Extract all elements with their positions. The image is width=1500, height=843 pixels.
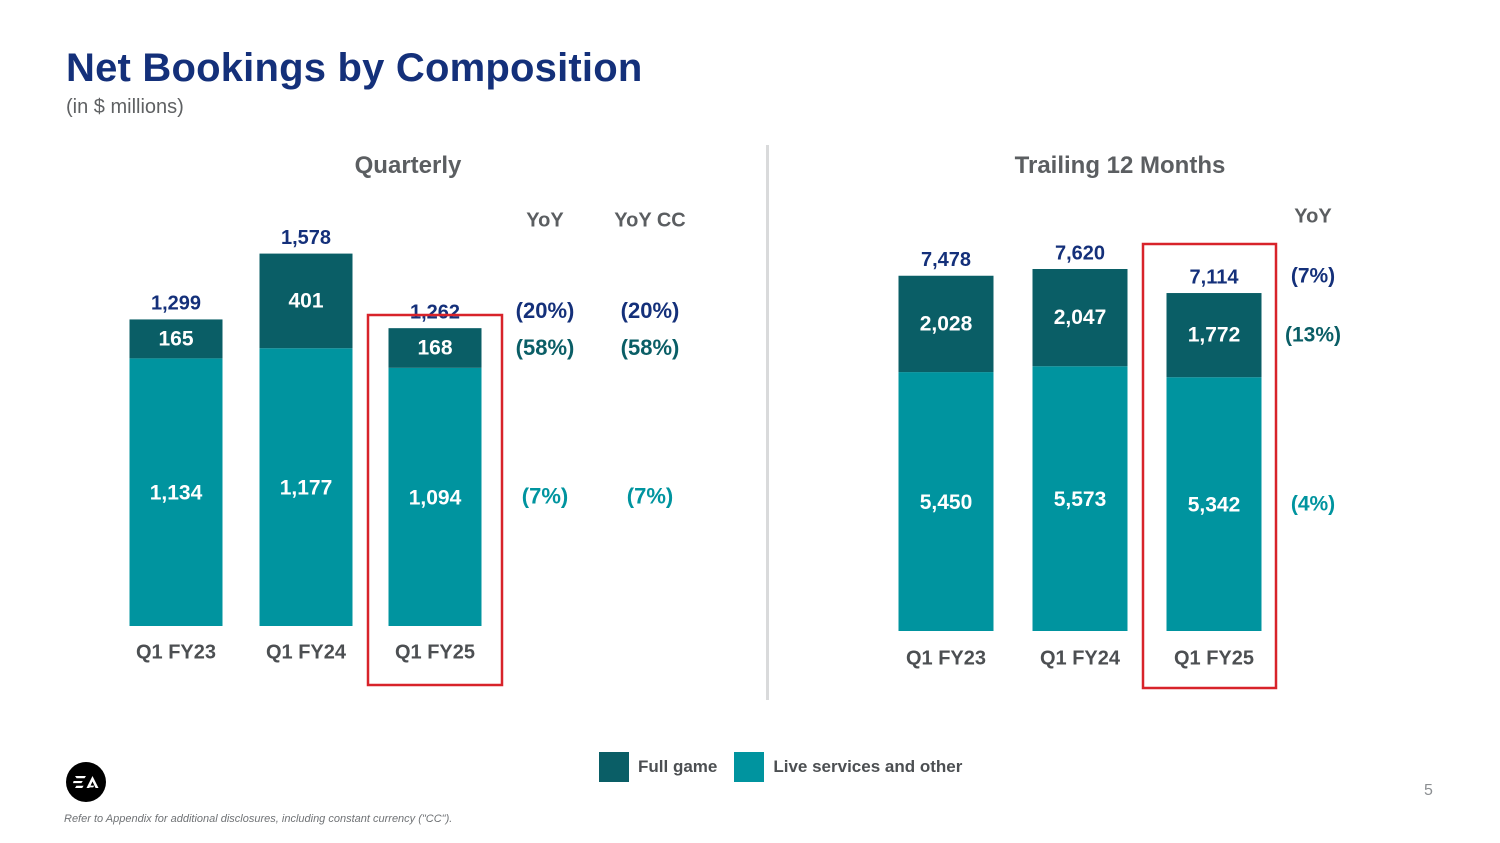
ttm-bar-full-game-q1-fy24 xyxy=(1032,269,1128,367)
legend-label-full-game: Full game xyxy=(638,757,718,776)
ttm-bar-live-q1-fy24 xyxy=(1032,366,1128,631)
ttm-total-q1-fy24: 7,620 xyxy=(1055,242,1105,264)
quarterly-yoy-live: (7%) xyxy=(522,484,568,509)
ttm-category-q1-fy23: Q1 FY23 xyxy=(906,647,986,669)
ttm-panel-title: Trailing 12 Months xyxy=(1014,152,1226,179)
ttm-header-yoy: YoY xyxy=(1294,205,1332,227)
quarterly-total-q1-fy24: 1,578 xyxy=(281,227,331,249)
ttm-label-live-q1-fy25: 5,342 xyxy=(1188,494,1241,517)
quarterly-panel-title: Quarterly xyxy=(354,152,462,179)
quarterly-label-live-q1-fy25: 1,094 xyxy=(409,486,462,509)
quarterly-highlight-box xyxy=(366,313,504,687)
quarterly-label-full-game-q1-fy25: 168 xyxy=(417,337,452,360)
ttm-label-live-q1-fy23: 5,450 xyxy=(920,491,973,514)
ttm-bar-live-q1-fy25 xyxy=(1166,377,1262,631)
quarterly-header-yoy: YoY xyxy=(526,209,564,231)
ttm-bar-live-q1-fy23 xyxy=(898,372,994,631)
ttm-total-q1-fy23: 7,478 xyxy=(921,249,971,271)
quarterly-bar-live-q1-fy25 xyxy=(388,367,482,626)
quarterly-bar-full-game-q1-fy23 xyxy=(129,319,223,359)
quarterly-yoy-cc-full-game: (58%) xyxy=(621,335,680,360)
quarterly-yoy-total: (20%) xyxy=(516,298,575,323)
quarterly-total-q1-fy23: 1,299 xyxy=(151,293,201,315)
legend-item-live-services: Live services and other xyxy=(734,752,962,782)
ttm-category-q1-fy25: Q1 FY25 xyxy=(1174,647,1254,669)
legend-item-full-game: Full game xyxy=(599,752,717,782)
quarterly-header-yoy-cc: YoY CC xyxy=(614,209,686,231)
ttm-yoy-full-game: (13%) xyxy=(1285,324,1341,347)
ttm-bar-full-game-q1-fy23 xyxy=(898,275,994,373)
quarterly-label-live-q1-fy24: 1,177 xyxy=(280,477,333,500)
quarterly-yoy-full-game: (58%) xyxy=(516,335,575,360)
legend: Full game Live services and other xyxy=(599,752,979,782)
ea-logo-mark xyxy=(73,776,99,788)
legend-swatch-live-services xyxy=(734,752,765,782)
page-number: 5 xyxy=(1424,782,1433,799)
quarterly-total-q1-fy25: 1,262 xyxy=(410,301,460,323)
quarterly-label-live-q1-fy23: 1,134 xyxy=(150,482,203,505)
quarterly-bar-live-q1-fy24 xyxy=(259,348,353,626)
quarterly-bar-full-game-q1-fy24 xyxy=(259,253,353,349)
ttm-label-full-game-q1-fy23: 2,028 xyxy=(920,312,973,335)
ea-logo xyxy=(66,762,106,802)
quarterly-label-full-game-q1-fy23: 165 xyxy=(158,327,193,350)
ttm-category-q1-fy24: Q1 FY24 xyxy=(1040,647,1121,669)
ttm-label-live-q1-fy24: 5,573 xyxy=(1054,488,1107,511)
legend-label-live-services: Live services and other xyxy=(773,757,963,776)
ttm-total-q1-fy25: 7,114 xyxy=(1190,266,1240,288)
legend-swatch-full-game xyxy=(599,752,629,782)
slide-title: Net Bookings by Composition xyxy=(66,46,643,90)
ttm-highlight-box xyxy=(1141,242,1278,690)
footnote: Refer to Appendix for additional disclos… xyxy=(64,813,453,825)
quarterly-category-q1-fy24: Q1 FY24 xyxy=(266,641,347,663)
ttm-bar-full-game-q1-fy25 xyxy=(1166,293,1262,378)
ttm-yoy-total: (7%) xyxy=(1291,265,1335,288)
quarterly-label-full-game-q1-fy24: 401 xyxy=(288,289,323,312)
ttm-yoy-live: (4%) xyxy=(1291,493,1335,516)
quarterly-yoy-cc-live: (7%) xyxy=(627,484,673,509)
slide-subtitle: (in $ millions) xyxy=(66,96,184,118)
quarterly-bar-live-q1-fy23 xyxy=(129,358,223,626)
ttm-label-full-game-q1-fy24: 2,047 xyxy=(1054,306,1107,329)
quarterly-yoy-cc-total: (20%) xyxy=(621,298,680,323)
quarterly-category-q1-fy25: Q1 FY25 xyxy=(395,641,475,663)
quarterly-category-q1-fy23: Q1 FY23 xyxy=(136,641,216,663)
panel-divider xyxy=(766,145,769,700)
ttm-label-full-game-q1-fy25: 1,772 xyxy=(1188,324,1241,347)
quarterly-bar-full-game-q1-fy25 xyxy=(388,328,482,368)
